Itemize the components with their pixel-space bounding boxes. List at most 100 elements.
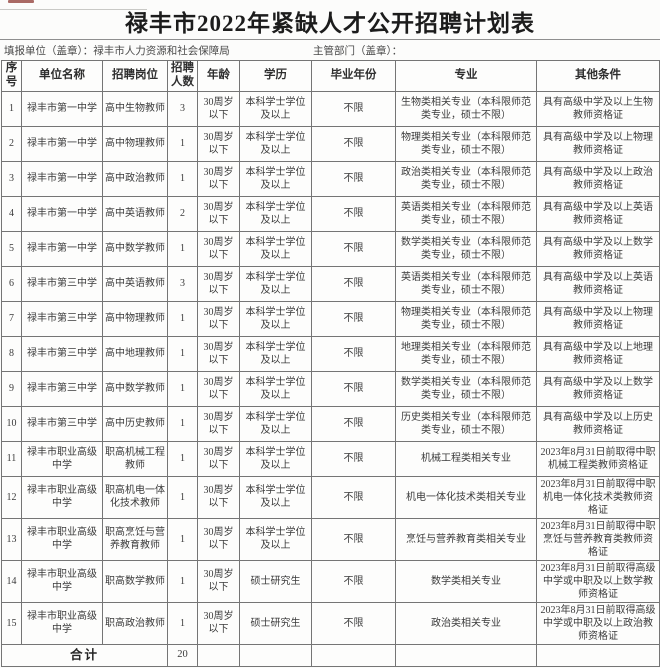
cell-unit: 禄丰市第三中学 [21,265,103,302]
col-header-post: 招聘岗位 [102,60,168,92]
cell-count: 3 [167,90,198,127]
cell-other: 具有高级中学及以上地理教师资格证 [536,335,660,372]
cell-no: 14 [1,559,22,603]
cell-no: 7 [1,300,22,337]
cell-no: 3 [1,160,22,197]
footer-empty-age [197,643,240,667]
scan-artifact-red-mark [8,0,34,3]
table-row: 10 禄丰市第三中学 高中历史教师 1 30周岁以下 本科学士学位及以上 不限 … [1,405,660,442]
table-row: 6 禄丰市第三中学 高中英语教师 3 30周岁以下 本科学士学位及以上 不限 英… [1,265,660,302]
footer-empty-grad-year [311,643,396,667]
cell-other: 2023年8月31日前取得高级中学或中职及以上政治教师资格证 [536,601,660,645]
cell-education: 本科学士学位及以上 [239,517,312,561]
cell-count: 1 [167,440,198,477]
cell-other: 2023年8月31日前取得中职机械工程类教师资格证 [536,440,660,477]
cell-other: 具有高级中学及以上英语教师资格证 [536,265,660,302]
cell-age: 30周岁以下 [197,405,240,442]
table-footer-row: 合计 20 [1,643,660,667]
table-row: 14 禄丰市职业高级中学 职高数学教师 1 30周岁以下 硕士研究生 不限 数学… [1,559,660,603]
cell-age: 30周岁以下 [197,125,240,162]
cell-other: 具有高级中学及以上生物教师资格证 [536,90,660,127]
cell-grad-year: 不限 [311,370,396,407]
cell-unit: 禄丰市第一中学 [21,230,103,267]
cell-other: 具有高级中学及以上英语教师资格证 [536,195,660,232]
cell-age: 30周岁以下 [197,475,240,519]
cell-no: 12 [1,475,22,519]
cell-unit: 禄丰市职业高级中学 [21,440,103,477]
cell-major: 地理类相关专业（本科限师范类专业，硕士不限） [395,335,537,372]
supervisor-dept-label: 主管部门（盖章）： [313,45,403,57]
cell-other: 具有高级中学及以上数学教师资格证 [536,230,660,267]
cell-age: 30周岁以下 [197,335,240,372]
cell-age: 30周岁以下 [197,517,240,561]
cell-major: 数学类相关专业 [395,559,537,603]
cell-age: 30周岁以下 [197,300,240,337]
cell-major: 数学类相关专业（本科限师范类专业，硕士不限） [395,230,537,267]
table-row: 11 禄丰市职业高级中学 职高机械工程教师 1 30周岁以下 本科学士学位及以上… [1,440,660,477]
cell-post: 高中数学教师 [102,370,168,407]
cell-count: 1 [167,335,198,372]
cell-no: 6 [1,265,22,302]
cell-grad-year: 不限 [311,265,396,302]
cell-grad-year: 不限 [311,440,396,477]
cell-education: 本科学士学位及以上 [239,265,312,302]
cell-post: 职高机械工程教师 [102,440,168,477]
cell-education: 本科学士学位及以上 [239,370,312,407]
cell-no: 1 [1,90,22,127]
cell-major: 英语类相关专业（本科限师范类专业，硕士不限） [395,265,537,302]
cell-major: 物理类相关专业（本科限师范类专业，硕士不限） [395,300,537,337]
total-label: 合计 [1,643,168,667]
cell-major: 数学类相关专业（本科限师范类专业，硕士不限） [395,370,537,407]
cell-education: 本科学士学位及以上 [239,125,312,162]
cell-age: 30周岁以下 [197,601,240,645]
cell-post: 高中地理教师 [102,335,168,372]
cell-no: 2 [1,125,22,162]
cell-major: 英语类相关专业（本科限师范类专业，硕士不限） [395,195,537,232]
reporting-unit-label: 填报单位（盖章）：禄丰市人力资源和社会保障局 [4,45,230,57]
table-row: 7 禄丰市第三中学 高中物理教师 1 30周岁以下 本科学士学位及以上 不限 物… [1,300,660,337]
col-header-unit: 单位名称 [21,60,103,92]
subheader-row: 填报单位（盖章）：禄丰市人力资源和社会保障局 主管部门（盖章）： [0,40,660,60]
cell-no: 15 [1,601,22,645]
cell-age: 30周岁以下 [197,195,240,232]
scan-artifact-line [0,9,147,10]
cell-unit: 禄丰市第一中学 [21,125,103,162]
cell-no: 10 [1,405,22,442]
cell-count: 1 [167,300,198,337]
cell-unit: 禄丰市第三中学 [21,405,103,442]
cell-education: 本科学士学位及以上 [239,405,312,442]
cell-grad-year: 不限 [311,90,396,127]
cell-no: 8 [1,335,22,372]
cell-education: 本科学士学位及以上 [239,230,312,267]
cell-no: 5 [1,230,22,267]
cell-count: 2 [167,195,198,232]
footer-empty-education [239,643,312,667]
cell-education: 本科学士学位及以上 [239,160,312,197]
col-header-grad-year: 毕业年份 [311,60,396,92]
cell-grad-year: 不限 [311,230,396,267]
cell-count: 1 [167,405,198,442]
cell-grad-year: 不限 [311,195,396,232]
cell-unit: 禄丰市第一中学 [21,90,103,127]
col-header-no: 序号 [1,60,22,92]
table-row: 2 禄丰市第一中学 高中物理教师 1 30周岁以下 本科学士学位及以上 不限 物… [1,125,660,162]
cell-no: 9 [1,370,22,407]
cell-major: 物理类相关专业（本科限师范类专业，硕士不限） [395,125,537,162]
cell-count: 1 [167,475,198,519]
cell-post: 高中数学教师 [102,230,168,267]
cell-post: 高中物理教师 [102,125,168,162]
cell-no: 11 [1,440,22,477]
cell-age: 30周岁以下 [197,90,240,127]
cell-grad-year: 不限 [311,160,396,197]
col-header-age: 年龄 [197,60,240,92]
cell-grad-year: 不限 [311,559,396,603]
cell-education: 硕士研究生 [239,559,312,603]
cell-no: 4 [1,195,22,232]
cell-unit: 禄丰市第三中学 [21,300,103,337]
cell-unit: 禄丰市职业高级中学 [21,559,103,603]
cell-grad-year: 不限 [311,517,396,561]
cell-count: 1 [167,370,198,407]
cell-no: 13 [1,517,22,561]
cell-education: 本科学士学位及以上 [239,90,312,127]
cell-post: 高中历史教师 [102,405,168,442]
